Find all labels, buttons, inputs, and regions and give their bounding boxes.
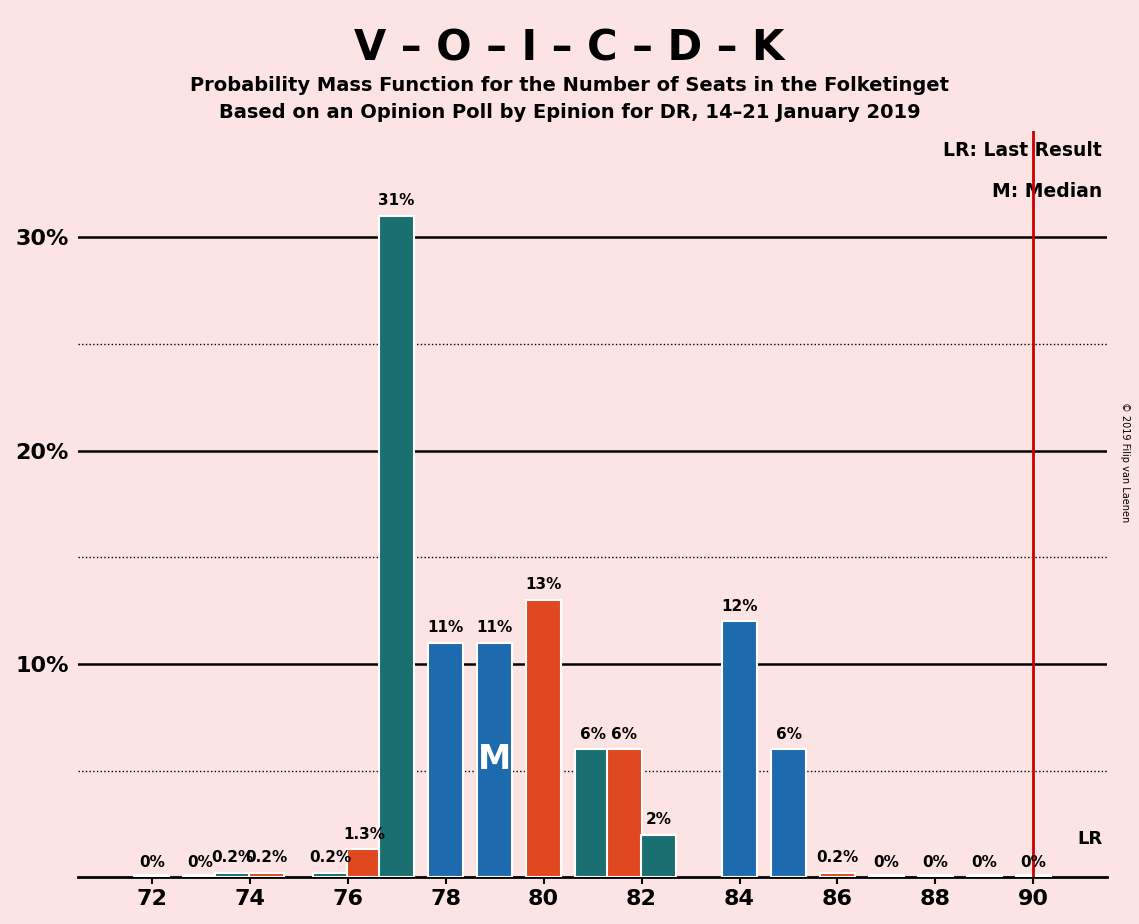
Text: 0%: 0% <box>139 855 165 869</box>
Bar <box>820 873 855 877</box>
Text: 12%: 12% <box>721 599 757 614</box>
Bar <box>575 749 611 877</box>
Text: 0.2%: 0.2% <box>246 850 288 866</box>
Text: 11%: 11% <box>476 620 513 635</box>
Bar <box>313 873 349 877</box>
Text: 11%: 11% <box>427 620 464 635</box>
Text: M: Median: M: Median <box>992 182 1103 201</box>
Bar <box>607 749 642 877</box>
Text: 0%: 0% <box>923 855 949 869</box>
Bar <box>967 875 1002 877</box>
Text: 0.2%: 0.2% <box>212 850 254 866</box>
Bar <box>526 600 562 877</box>
Bar <box>869 875 904 877</box>
Text: 0.2%: 0.2% <box>817 850 859 866</box>
Text: 0%: 0% <box>972 855 998 869</box>
Bar <box>722 621 757 877</box>
Text: 13%: 13% <box>525 578 562 592</box>
Text: V – O – I – C – D – K: V – O – I – C – D – K <box>354 28 785 69</box>
Text: 1.3%: 1.3% <box>344 827 386 842</box>
Text: 0%: 0% <box>874 855 900 869</box>
Bar <box>379 216 415 877</box>
Text: 0%: 0% <box>188 855 214 869</box>
Bar <box>134 875 170 877</box>
Bar <box>347 849 383 877</box>
Text: 6%: 6% <box>612 726 638 742</box>
Bar <box>477 642 513 877</box>
Text: 0%: 0% <box>1021 855 1047 869</box>
Bar <box>183 875 219 877</box>
Text: 0.2%: 0.2% <box>310 850 352 866</box>
Text: LR: Last Result: LR: Last Result <box>943 141 1103 160</box>
Bar <box>428 642 464 877</box>
Text: © 2019 Filip van Laenen: © 2019 Filip van Laenen <box>1121 402 1130 522</box>
Bar <box>249 873 285 877</box>
Text: Based on an Opinion Poll by Epinion for DR, 14–21 January 2019: Based on an Opinion Poll by Epinion for … <box>219 103 920 123</box>
Text: LR: LR <box>1076 830 1103 848</box>
Text: M: M <box>478 743 511 776</box>
Bar <box>641 834 677 877</box>
Bar <box>918 875 953 877</box>
Bar <box>771 749 806 877</box>
Text: Probability Mass Function for the Number of Seats in the Folketinget: Probability Mass Function for the Number… <box>190 76 949 95</box>
Bar <box>215 873 251 877</box>
Bar <box>1016 875 1051 877</box>
Text: 6%: 6% <box>776 726 802 742</box>
Text: 2%: 2% <box>646 812 672 827</box>
Text: 6%: 6% <box>580 726 606 742</box>
Text: 31%: 31% <box>378 193 415 209</box>
